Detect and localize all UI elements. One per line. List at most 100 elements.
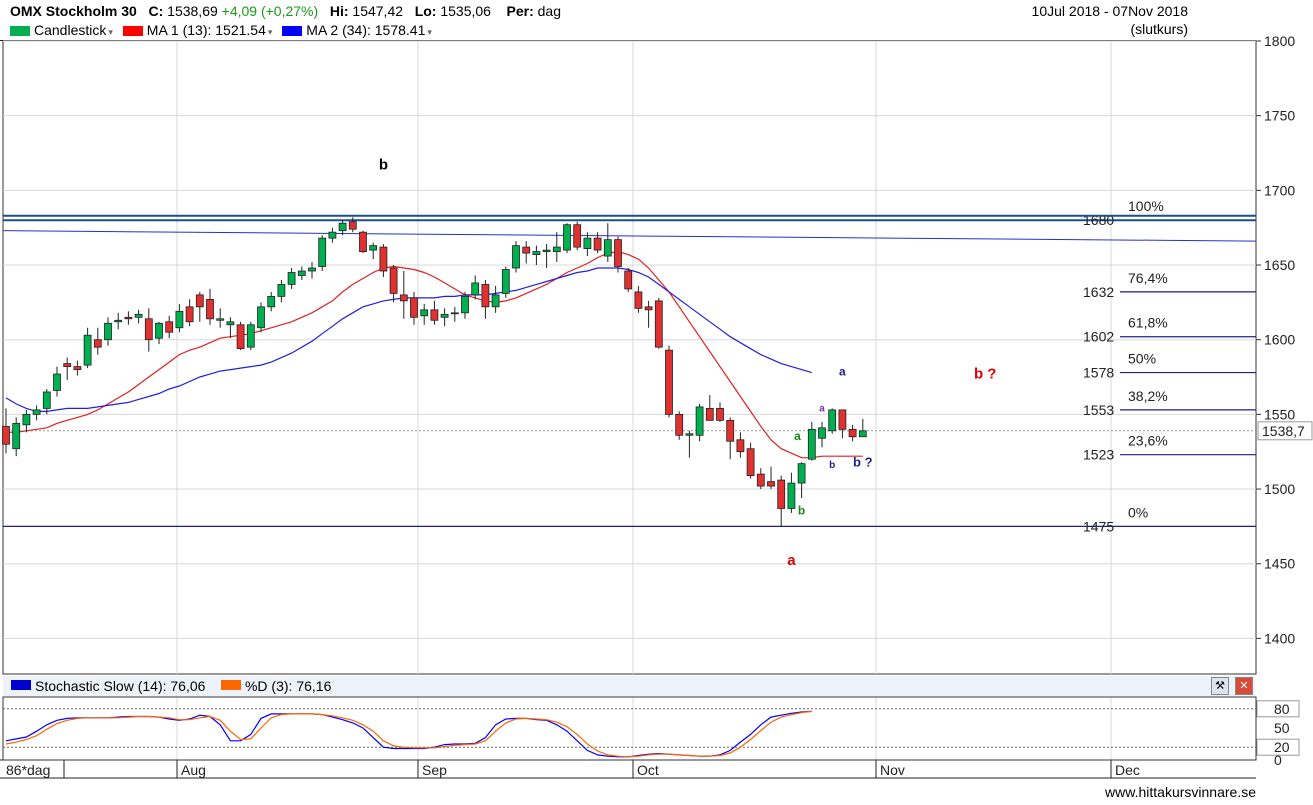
legend-swatch-candlestick <box>10 26 30 37</box>
candle-body <box>491 294 500 308</box>
chevron-down-icon[interactable]: ▾ <box>427 27 432 37</box>
candle-body <box>155 322 163 339</box>
x-start-label: 86*dag <box>6 762 50 778</box>
candle-body <box>104 322 112 341</box>
wave-label: b ? <box>974 366 997 383</box>
legend-candlestick[interactable]: Candlestick ▾ <box>10 22 119 38</box>
candle-body <box>797 463 806 484</box>
fib-level-percent: 0% <box>1128 504 1148 520</box>
candle-body <box>134 313 143 318</box>
fib-level-percent: 23,6% <box>1128 433 1168 449</box>
candle-body <box>552 246 561 252</box>
y-tick-label: 1500 <box>1264 481 1295 497</box>
candle-body <box>287 272 296 285</box>
fib-level-percent: 50% <box>1128 351 1156 367</box>
candle-body <box>512 245 520 269</box>
candle-body <box>767 481 775 487</box>
price-type: (slutkurs) <box>1130 21 1188 37</box>
candle-body <box>318 237 327 267</box>
x-tick-label: Sep <box>422 762 447 778</box>
chevron-down-icon[interactable]: ▾ <box>108 27 113 37</box>
candle-body <box>114 319 123 323</box>
candle-body <box>63 363 72 367</box>
candle-body <box>450 312 459 315</box>
candle-body <box>257 306 265 329</box>
stoch-d-swatch <box>220 680 241 691</box>
candle-body <box>83 334 92 366</box>
stoch-panel-frame <box>2 696 1257 761</box>
candle-body <box>542 249 551 252</box>
wave-label: a <box>819 403 825 414</box>
x-tick-label: Nov <box>880 762 905 778</box>
candle-body <box>267 295 276 308</box>
trend-line <box>2 230 1257 242</box>
x-tick-label: Oct <box>637 762 659 778</box>
y-tick-label: 1550 <box>1264 406 1295 422</box>
candle-body <box>695 406 704 436</box>
wave-label: b <box>798 503 805 517</box>
wrench-icon[interactable]: ⚒ <box>1211 677 1229 695</box>
x-tick-label: Aug <box>181 762 206 778</box>
candle-body <box>399 294 408 302</box>
stoch-k-line <box>5 710 812 758</box>
candle-body <box>226 321 235 326</box>
per-label: Per: <box>506 3 534 19</box>
candle-body <box>124 316 133 320</box>
candle-body <box>624 270 633 290</box>
candle-body <box>216 318 225 321</box>
wave-label: b <box>379 156 388 173</box>
y-tick-label: 1700 <box>1264 182 1295 198</box>
candle-body <box>359 231 367 252</box>
candle-body <box>858 430 867 438</box>
lo-value: 1535,06 <box>440 3 491 19</box>
candle-body <box>593 237 602 251</box>
legend-label-candlestick: Candlestick <box>34 22 107 38</box>
candle-body <box>246 324 255 348</box>
candle-body <box>685 433 694 436</box>
stoch-k-swatch <box>11 680 31 691</box>
candle-body <box>787 482 796 509</box>
site-credit[interactable]: www.hittakursvinnare.se <box>1105 784 1256 800</box>
y-tick-label: 1650 <box>1264 257 1295 273</box>
candle-body <box>614 239 622 267</box>
candle-body <box>73 366 82 370</box>
close-label: C: <box>148 3 164 19</box>
fib-level-percent: 61,8% <box>1128 315 1168 331</box>
legend-ma1[interactable]: MA 1 (13): 1521.54 ▾ <box>122 22 279 38</box>
chevron-down-icon[interactable]: ▾ <box>267 27 273 37</box>
candle-body <box>705 408 714 421</box>
candle-body <box>838 409 847 430</box>
candle-body <box>420 309 429 317</box>
candle-body <box>389 267 398 294</box>
fib-level-value: 1523 <box>1083 447 1114 463</box>
candle-body <box>644 306 653 311</box>
fib-level-value: 1578 <box>1083 365 1114 381</box>
legend-ma2[interactable]: MA 2 (34): 1578.41 ▾ <box>282 22 438 38</box>
candle-body <box>522 246 531 254</box>
candle-body <box>206 298 214 320</box>
candle-body <box>328 231 337 239</box>
candle-body <box>746 448 755 477</box>
candle-body <box>848 428 857 438</box>
fib-level-percent: 38,2% <box>1128 388 1168 404</box>
candle-body <box>236 324 245 350</box>
wave-label: a <box>839 365 846 379</box>
candle-body <box>185 306 194 323</box>
candle-body <box>277 284 286 297</box>
candle-body <box>716 408 724 421</box>
y-tick-label: 1450 <box>1264 556 1295 572</box>
candle-body <box>195 294 204 308</box>
candle-body <box>736 439 745 453</box>
candle-body <box>348 221 357 230</box>
candle-body <box>297 270 306 276</box>
candle-body <box>53 373 61 391</box>
candle-body <box>756 473 765 487</box>
stoch-d-line <box>5 710 812 758</box>
candle-body <box>369 245 378 251</box>
candle-body <box>654 300 663 348</box>
candle-body <box>338 222 347 232</box>
last-price-label: 1538,7 <box>1262 423 1305 439</box>
candle-body <box>603 239 612 257</box>
close-icon[interactable]: ✕ <box>1235 677 1253 695</box>
